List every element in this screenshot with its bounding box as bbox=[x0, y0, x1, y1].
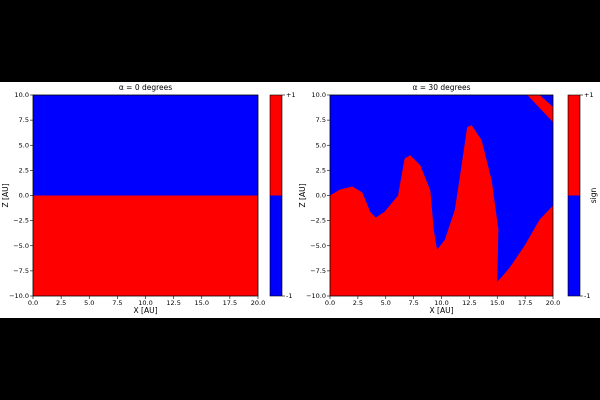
chart-title: α = 30 degrees bbox=[412, 83, 470, 92]
colorbar-frame bbox=[567, 94, 581, 297]
y-tick-label: −2.5 bbox=[13, 217, 29, 225]
sign-region bbox=[527, 95, 553, 123]
y-tick-label: 7.5 bbox=[19, 116, 29, 124]
x-tick-label: 15.0 bbox=[490, 299, 504, 307]
x-tick-label: 10.0 bbox=[138, 299, 152, 307]
y-tick-label: −7.5 bbox=[13, 267, 29, 275]
y-tick-label: −5.0 bbox=[310, 242, 326, 250]
x-axis-label: X [AU] bbox=[430, 306, 454, 315]
y-tick-label: 7.5 bbox=[316, 116, 326, 124]
colorbar-segment bbox=[568, 95, 580, 196]
y-axis-label: Z [AU] bbox=[1, 183, 10, 207]
x-tick-label: 2.5 bbox=[353, 299, 363, 307]
x-tick-label: 5.0 bbox=[84, 299, 94, 307]
y-tick-label: 2.5 bbox=[19, 166, 29, 174]
chart-title: α = 0 degrees bbox=[119, 83, 172, 92]
x-tick-label: 0.0 bbox=[28, 299, 38, 307]
y-tick-label: −10.0 bbox=[306, 292, 326, 300]
colorbar-tick-label: -1 bbox=[584, 292, 590, 300]
colorbar-label: sign bbox=[589, 188, 598, 204]
x-tick-label: 20.0 bbox=[251, 299, 265, 307]
sign-region bbox=[330, 125, 553, 297]
colorbar-segment bbox=[270, 95, 282, 196]
x-tick-label: 0.0 bbox=[325, 299, 335, 307]
y-tick-label: −5.0 bbox=[13, 242, 29, 250]
y-tick-label: 0.0 bbox=[19, 192, 29, 200]
x-tick-label: 12.5 bbox=[166, 299, 180, 307]
x-tick-label: 7.5 bbox=[112, 299, 122, 307]
y-tick-label: −7.5 bbox=[310, 267, 326, 275]
colorbar-tick-label: -1 bbox=[286, 292, 292, 300]
x-tick-label: 7.5 bbox=[408, 299, 418, 307]
colorbar-tick-label: +1 bbox=[584, 91, 594, 99]
x-tick-label: 12.5 bbox=[462, 299, 476, 307]
y-axis-label: Z [AU] bbox=[298, 183, 307, 207]
colorbar-frame bbox=[269, 94, 283, 297]
y-tick-label: −2.5 bbox=[310, 217, 326, 225]
colorbar-tick-label: +1 bbox=[286, 91, 296, 99]
y-tick-label: 5.0 bbox=[19, 141, 29, 149]
x-axis-label: X [AU] bbox=[134, 306, 158, 315]
x-tick-label: 17.5 bbox=[518, 299, 532, 307]
x-tick-label: 5.0 bbox=[381, 299, 391, 307]
x-tick-label: 17.5 bbox=[223, 299, 237, 307]
y-tick-label: 0.0 bbox=[316, 192, 326, 200]
colorbar-segment bbox=[568, 195, 580, 296]
x-tick-label: 10.0 bbox=[434, 299, 448, 307]
x-tick-label: 15.0 bbox=[195, 299, 209, 307]
x-tick-label: 20.0 bbox=[546, 299, 560, 307]
sign-region bbox=[33, 195, 258, 296]
x-tick-label: 2.5 bbox=[56, 299, 66, 307]
y-tick-label: 10.0 bbox=[312, 91, 326, 99]
y-tick-label: −10.0 bbox=[9, 292, 29, 300]
y-tick-label: 2.5 bbox=[316, 166, 326, 174]
y-tick-label: 10.0 bbox=[15, 91, 29, 99]
y-tick-label: 5.0 bbox=[316, 141, 326, 149]
colorbar-segment bbox=[270, 195, 282, 296]
